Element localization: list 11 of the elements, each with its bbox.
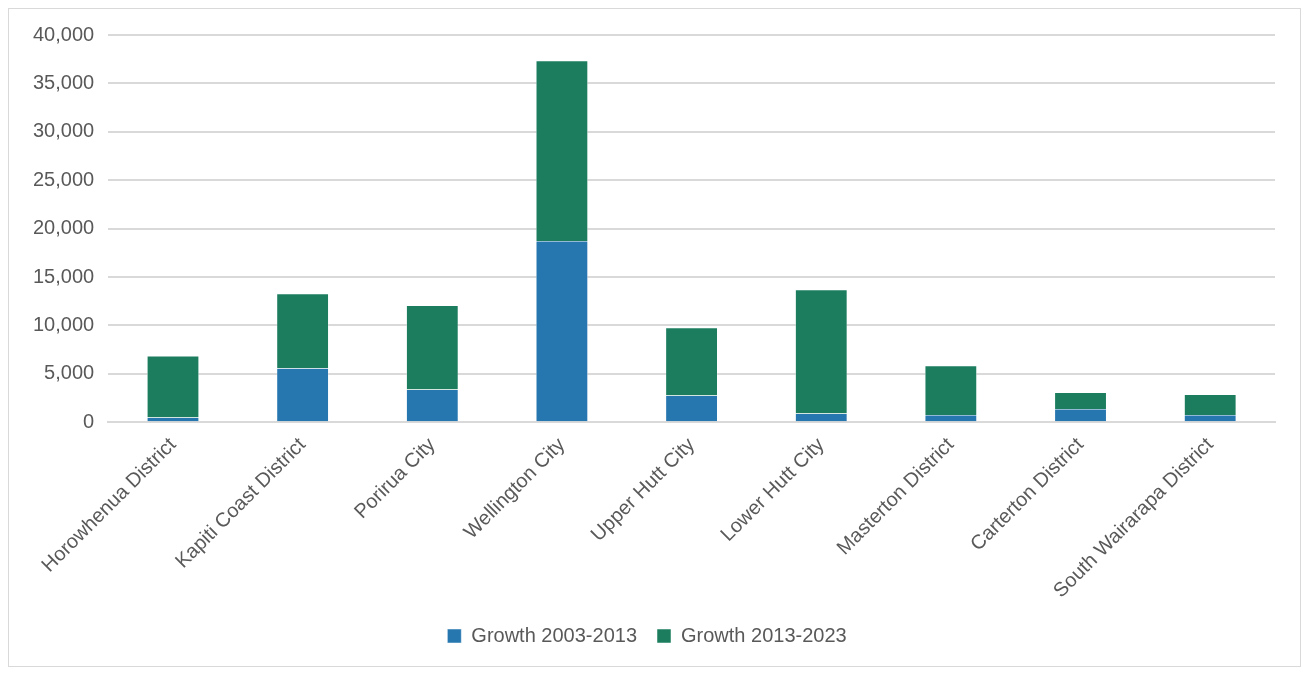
- y-tick-label: 0: [83, 409, 95, 432]
- legend-label: Growth 2013-2023: [681, 623, 847, 646]
- y-tick-label: 5,000: [44, 361, 95, 384]
- y-tick-label: 20,000: [33, 216, 95, 239]
- y-tick-label: 15,000: [33, 264, 95, 287]
- y-tick-label: 35,000: [33, 70, 95, 93]
- y-tick-label: 25,000: [33, 167, 95, 190]
- y-tick-label: 10,000: [33, 312, 95, 335]
- y-tick-label: 30,000: [33, 119, 95, 142]
- legend-label: Growth 2003-2013: [471, 623, 638, 646]
- y-tick-label: 40,000: [33, 22, 95, 45]
